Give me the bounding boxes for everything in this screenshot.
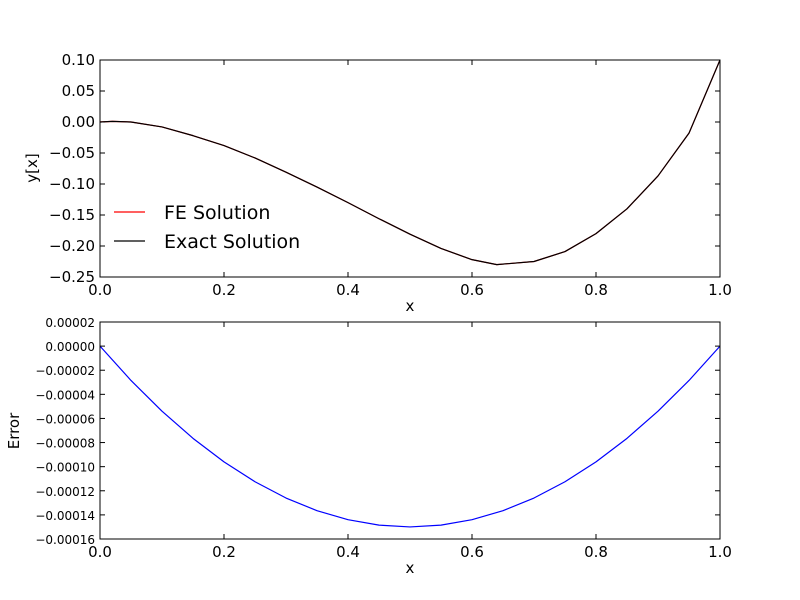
solution-series-line-1 [99, 59, 721, 266]
legend-label-fe: FE Solution [164, 202, 270, 224]
error-x-axis-label: x [406, 559, 415, 577]
solution-y-tick-label: −0.05 [49, 144, 95, 162]
solution-x-tick-label: 1.0 [708, 281, 732, 299]
solution-x-tick-label: 0.4 [336, 281, 360, 299]
legend-label-exact: Exact Solution [164, 231, 300, 253]
error-y-tick-label: −0.00008 [35, 437, 95, 451]
legend: FE Solution Exact Solution [114, 202, 300, 253]
error-x-tick-label: 1.0 [708, 543, 732, 561]
solution-x-tick-label: 0.0 [88, 281, 112, 299]
solution-y-axis-label: y[x] [23, 153, 41, 182]
error-series-group [99, 345, 721, 528]
error-y-tick-label: −0.00004 [35, 388, 95, 402]
solution-x-axis-label: x [406, 297, 415, 315]
solution-plot: 0.0 0.2 0.4 0.6 0.8 1.0 0.10 0.05 0.00 −0.05 −0.10… [23, 51, 732, 315]
error-y-tick-label: −0.00016 [35, 533, 95, 547]
solution-y-tick-label: −0.25 [49, 268, 95, 286]
solution-ticks: 0.0 0.2 0.4 0.6 0.8 1.0 0.10 0.05 0.00 −0.05 −0.10… [49, 51, 732, 299]
solution-y-tick-label: −0.20 [49, 237, 95, 255]
error-series-line-0 [99, 345, 721, 528]
error-y-tick-label: −0.00010 [35, 461, 95, 475]
error-x-tick-label: 0.8 [584, 543, 608, 561]
solution-x-tick-label: 0.6 [460, 281, 484, 299]
error-y-tick-label: 0.00002 [45, 316, 95, 330]
solution-x-tick-label: 0.2 [212, 281, 236, 299]
solution-y-tick-label: 0.10 [62, 51, 95, 69]
solution-y-tick-label: 0.00 [62, 113, 95, 131]
error-x-tick-label: 0.6 [460, 543, 484, 561]
solution-series-group [99, 59, 721, 266]
error-y-tick-label: −0.00002 [35, 364, 95, 378]
solution-x-tick-label: 0.8 [584, 281, 608, 299]
solution-plot-frame [99, 59, 721, 278]
solution-y-tick-label: −0.15 [49, 206, 95, 224]
error-plot: 0.0 0.2 0.4 0.6 0.8 1.0 0.00002 0.00000 −0.00002… [5, 316, 732, 577]
error-ticks: 0.0 0.2 0.4 0.6 0.8 1.0 0.00002 0.00000 −0.00002… [35, 316, 732, 561]
error-y-axis-label: Error [5, 412, 23, 449]
solution-y-tick-label: −0.10 [49, 175, 95, 193]
error-x-tick-label: 0.0 [88, 543, 112, 561]
error-y-tick-label: −0.00014 [35, 509, 95, 523]
error-y-tick-label: −0.00012 [35, 485, 95, 499]
error-plot-frame [99, 321, 721, 540]
error-y-tick-label: 0.00000 [45, 340, 95, 354]
error-x-tick-label: 0.2 [212, 543, 236, 561]
error-y-tick-label: −0.00006 [35, 412, 95, 426]
solution-y-tick-label: 0.05 [62, 82, 95, 100]
error-x-tick-label: 0.4 [336, 543, 360, 561]
